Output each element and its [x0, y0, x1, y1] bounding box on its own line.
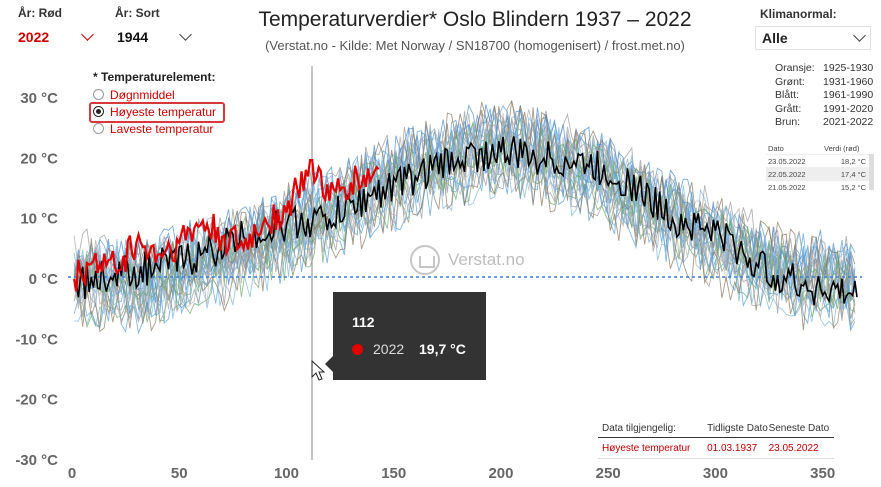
series-2022 — [73, 159, 380, 292]
climate-normal-label: Klimanormal: — [760, 7, 837, 21]
watermark: Verstat.no — [410, 245, 525, 275]
x-tick-label: 100 — [274, 465, 299, 482]
historical-series-line — [73, 99, 856, 288]
y-tick-label: 0 °C — [29, 271, 59, 288]
radio-daily-mean[interactable]: Døgnmiddel — [93, 86, 216, 103]
x-tick-label: 200 — [488, 465, 513, 482]
x-tick-label: 300 — [703, 465, 728, 482]
tooltip-day: 112 — [352, 314, 375, 330]
series-line-1944 — [73, 136, 858, 306]
y-axis-ticks: 30 °C 20 °C 10 °C 0 °C -10 °C -20 °C -30 °C — [15, 90, 58, 469]
x-tick-label: 50 — [171, 465, 188, 482]
x-tick-label: 0 — [68, 465, 76, 482]
radio-highest-temp[interactable]: Høyeste temperatur — [93, 103, 216, 120]
chart-title: Temperaturverdier* Oslo Blindern 1937 – … — [258, 8, 692, 31]
y-tick-label: 20 °C — [20, 150, 58, 167]
legend-row: Grønt: 1931-1960 — [775, 75, 874, 88]
x-tick-label: 150 — [381, 465, 406, 482]
x-axis-ticks: 0 50 100 150 200 250 300 350 — [68, 465, 835, 482]
table-row: 22.05.2022 17,4 °C — [766, 167, 874, 180]
house-icon — [410, 245, 440, 275]
hover-tooltip: 112 2022 19,7 °C — [333, 292, 486, 380]
table-row: 23.05.2022 18,2 °C — [766, 154, 874, 167]
watermark-text: Verstat.no — [448, 250, 525, 269]
radio-icon[interactable] — [93, 89, 104, 100]
historical-series-line — [73, 136, 856, 320]
legend-row: Oransje: 1925-1930 — [775, 62, 874, 74]
table-row: 21.05.2022 15,2 °C — [766, 180, 874, 193]
normal-legend: Oransje: 1925-1930 Grønt: 1931-1960 Blått:… — [775, 62, 873, 130]
series-1944 — [73, 136, 858, 306]
y-tick-label: -30 °C — [15, 452, 58, 469]
availability-header: Data tilgjengelig: Tidligste Dato Senest… — [598, 419, 834, 438]
y-tick-label: -10 °C — [15, 331, 58, 348]
selected-highlight-box — [89, 102, 225, 123]
element-selector: * Temperaturelement: Døgnmiddel Høyeste … — [93, 70, 216, 137]
mouse-cursor-icon — [311, 360, 325, 381]
red-year-label: År: Rød — [18, 6, 62, 20]
historical-series-line — [73, 147, 856, 327]
red-year-dropdown[interactable]: 2022 — [12, 26, 98, 48]
tooltip-value: 19,7 °C — [419, 341, 466, 357]
radio-label: Døgnmiddel — [110, 87, 175, 102]
data-availability: Data tilgjengelig: Tidligste Dato Senest… — [598, 419, 834, 459]
table-header: Dato Verdi (rød) — [768, 143, 860, 153]
legend-row: Blått: 1961-1990 — [775, 89, 874, 101]
legend-row: Grått: 1991-2020 — [775, 102, 874, 115]
black-year-dropdown[interactable]: 1944 — [111, 26, 196, 48]
x-tick-label: 350 — [810, 465, 835, 482]
radio-lowest-temp[interactable]: Laveste temperatur — [93, 120, 216, 137]
legend-row: Brun: 2021-2022 — [775, 116, 874, 128]
date-value-table[interactable]: Dato Verdi (rød) 23.05.2022 18,2 °C 22.0… — [766, 142, 874, 193]
tooltip-year: 2022 — [373, 341, 405, 357]
y-tick-label: 10 °C — [20, 211, 58, 228]
y-tick-label: 30 °C — [20, 90, 58, 107]
table-scrollbar[interactable] — [869, 154, 874, 190]
climate-normal-value: Alle — [762, 30, 788, 46]
red-year-value: 2022 — [18, 29, 50, 45]
red-dot-icon — [352, 344, 363, 355]
climate-normal-dropdown[interactable]: Alle — [755, 26, 871, 50]
y-tick-label: -20 °C — [15, 392, 58, 409]
availability-row: Høyeste temperatur 01.03.1937 23.05.2022 — [598, 438, 834, 459]
tooltip-pointer — [325, 356, 333, 372]
chart-subtitle: (Verstat.no - Kilde: Met Norway / SN1870… — [265, 38, 685, 53]
x-tick-label: 250 — [596, 465, 621, 482]
radio-icon[interactable] — [93, 123, 104, 134]
radio-selected-icon[interactable] — [93, 106, 104, 117]
radio-label: Høyeste temperatur — [110, 104, 217, 119]
black-year-label: År: Sort — [115, 6, 160, 20]
series-line-2022 — [73, 159, 380, 292]
historical-series-line — [73, 150, 856, 333]
radio-label: Laveste temperatur — [110, 121, 214, 136]
element-selector-heading: * Temperaturelement: — [93, 70, 216, 84]
black-year-value: 1944 — [117, 29, 149, 45]
